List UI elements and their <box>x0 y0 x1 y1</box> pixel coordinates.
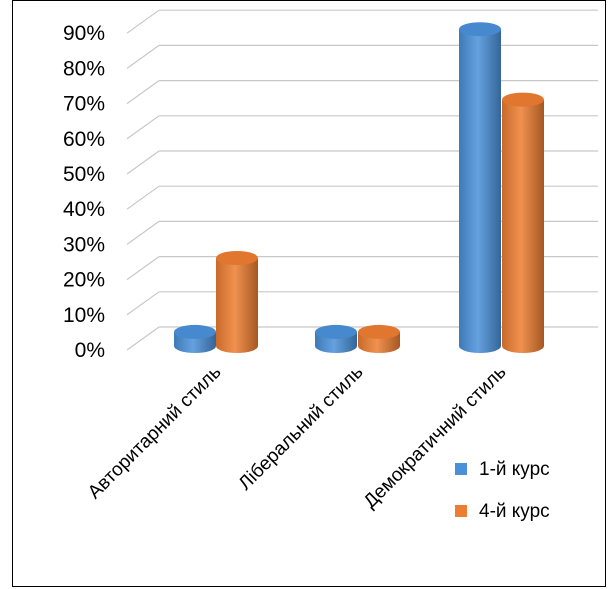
y-tick-label: 90% <box>63 22 105 45</box>
y-tick-label: 30% <box>63 233 105 256</box>
y-tick-label: 0% <box>75 339 105 362</box>
bar <box>174 324 216 353</box>
y-axis-tick-labels: 0% 10% 20% 30% 40% 50% 60% 70% 80% 90% <box>63 22 105 362</box>
grid-line-diagonal <box>126 220 160 245</box>
category-label: Демократичний стиль <box>360 362 511 513</box>
bar <box>315 324 357 353</box>
grid-line-diagonal <box>126 185 160 210</box>
grid-line-diagonal <box>126 9 160 34</box>
bar-top <box>315 324 357 339</box>
category-label: Ліберальний стиль <box>235 362 368 495</box>
bar-body <box>459 29 501 353</box>
grid-line-diagonal <box>126 326 160 351</box>
y-tick-label: 60% <box>63 128 105 151</box>
bar-body <box>216 258 258 353</box>
legend-label: 1-й курс <box>479 459 550 480</box>
grid-line-diagonal <box>126 291 160 316</box>
legend-label: 4-й курс <box>479 501 550 522</box>
bar <box>358 324 400 353</box>
chart-frame: 0% 10% 20% 30% 40% 50% 60% 70% 80% 90% Авторитарн… <box>12 0 606 587</box>
y-tick-label: 50% <box>63 163 105 186</box>
legend-swatch <box>455 505 467 517</box>
bar-top <box>459 22 501 37</box>
bar-top <box>216 251 258 265</box>
y-tick-label: 80% <box>63 57 105 80</box>
y-tick-label: 70% <box>63 93 105 116</box>
bar <box>216 251 258 353</box>
grid-line-diagonal <box>126 44 160 69</box>
grid-line-diagonal <box>126 256 160 281</box>
y-tick-label: 10% <box>63 304 105 327</box>
bar-chart: 0% 10% 20% 30% 40% 50% 60% 70% 80% 90% Авторитарн… <box>63 9 598 522</box>
bars <box>174 22 544 353</box>
category-label: Авторитарний стиль <box>84 362 225 503</box>
bar-top <box>502 92 544 107</box>
grid-line-diagonal <box>126 115 160 140</box>
bar <box>502 92 544 353</box>
grid-line-diagonal <box>126 80 160 105</box>
bar-body <box>502 99 544 353</box>
bar-top <box>174 324 216 339</box>
y-tick-label: 40% <box>63 198 105 221</box>
grid-line-diagonal <box>126 150 160 175</box>
bar-top <box>358 324 400 339</box>
category-labels: Авторитарний стиль Ліберальний стильДемок… <box>84 362 511 513</box>
bar <box>459 22 501 353</box>
legend: 1-й курс 4-й курс <box>455 459 550 522</box>
y-tick-label: 20% <box>63 269 105 292</box>
legend-swatch <box>455 463 467 475</box>
